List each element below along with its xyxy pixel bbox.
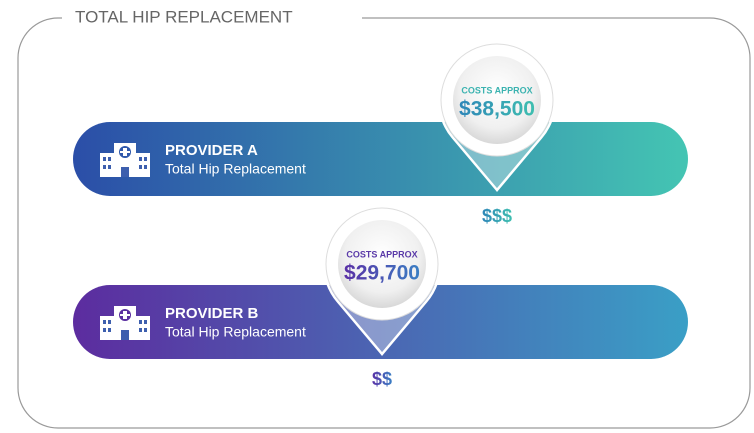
- icon-part: [120, 311, 130, 319]
- provider-name: PROVIDER A: [165, 142, 258, 159]
- icon-window: [108, 320, 111, 324]
- price-level: $$$: [482, 206, 512, 226]
- title: TOTAL HIP REPLACEMENT: [75, 7, 293, 26]
- pin-disc: [453, 56, 541, 144]
- provider-bar: [73, 122, 688, 196]
- cost-label: COSTS APPROX: [346, 249, 417, 259]
- hospital-icon: [100, 306, 150, 340]
- hospital-icon: [100, 143, 150, 177]
- provider-name: PROVIDER B: [165, 305, 259, 322]
- icon-window: [139, 320, 142, 324]
- cost: $29,700: [344, 262, 420, 285]
- icon-window: [103, 157, 106, 161]
- provider-card: PROVIDER A Total Hip Replacement COSTS APP…: [73, 40, 688, 226]
- icon-window: [103, 320, 106, 324]
- cost-label: COSTS APPROX: [461, 85, 532, 95]
- icon-window: [139, 328, 142, 332]
- icon-window: [144, 157, 147, 161]
- provider-card: PROVIDER B Total Hip Replacement COSTS APP…: [73, 204, 688, 389]
- icon-door: [121, 167, 129, 177]
- title-gap: [62, 6, 362, 30]
- pin-disc: [338, 220, 426, 308]
- icon-window: [103, 328, 106, 332]
- icon-window: [108, 328, 111, 332]
- icon-door: [121, 330, 129, 340]
- procedure: Total Hip Replacement: [165, 161, 306, 177]
- icon-part: [120, 148, 130, 156]
- icon-window: [139, 165, 142, 169]
- provider-bar: [73, 285, 688, 359]
- icon-window: [144, 328, 147, 332]
- icon-window: [144, 320, 147, 324]
- frame: [17, 17, 751, 429]
- icon-window: [108, 165, 111, 169]
- icon-window: [108, 157, 111, 161]
- cost: $38,500: [459, 98, 535, 121]
- icon-window: [139, 157, 142, 161]
- icon-window: [103, 165, 106, 169]
- procedure: Total Hip Replacement: [165, 324, 306, 340]
- price-level: $$: [372, 369, 392, 389]
- icon-window: [144, 165, 147, 169]
